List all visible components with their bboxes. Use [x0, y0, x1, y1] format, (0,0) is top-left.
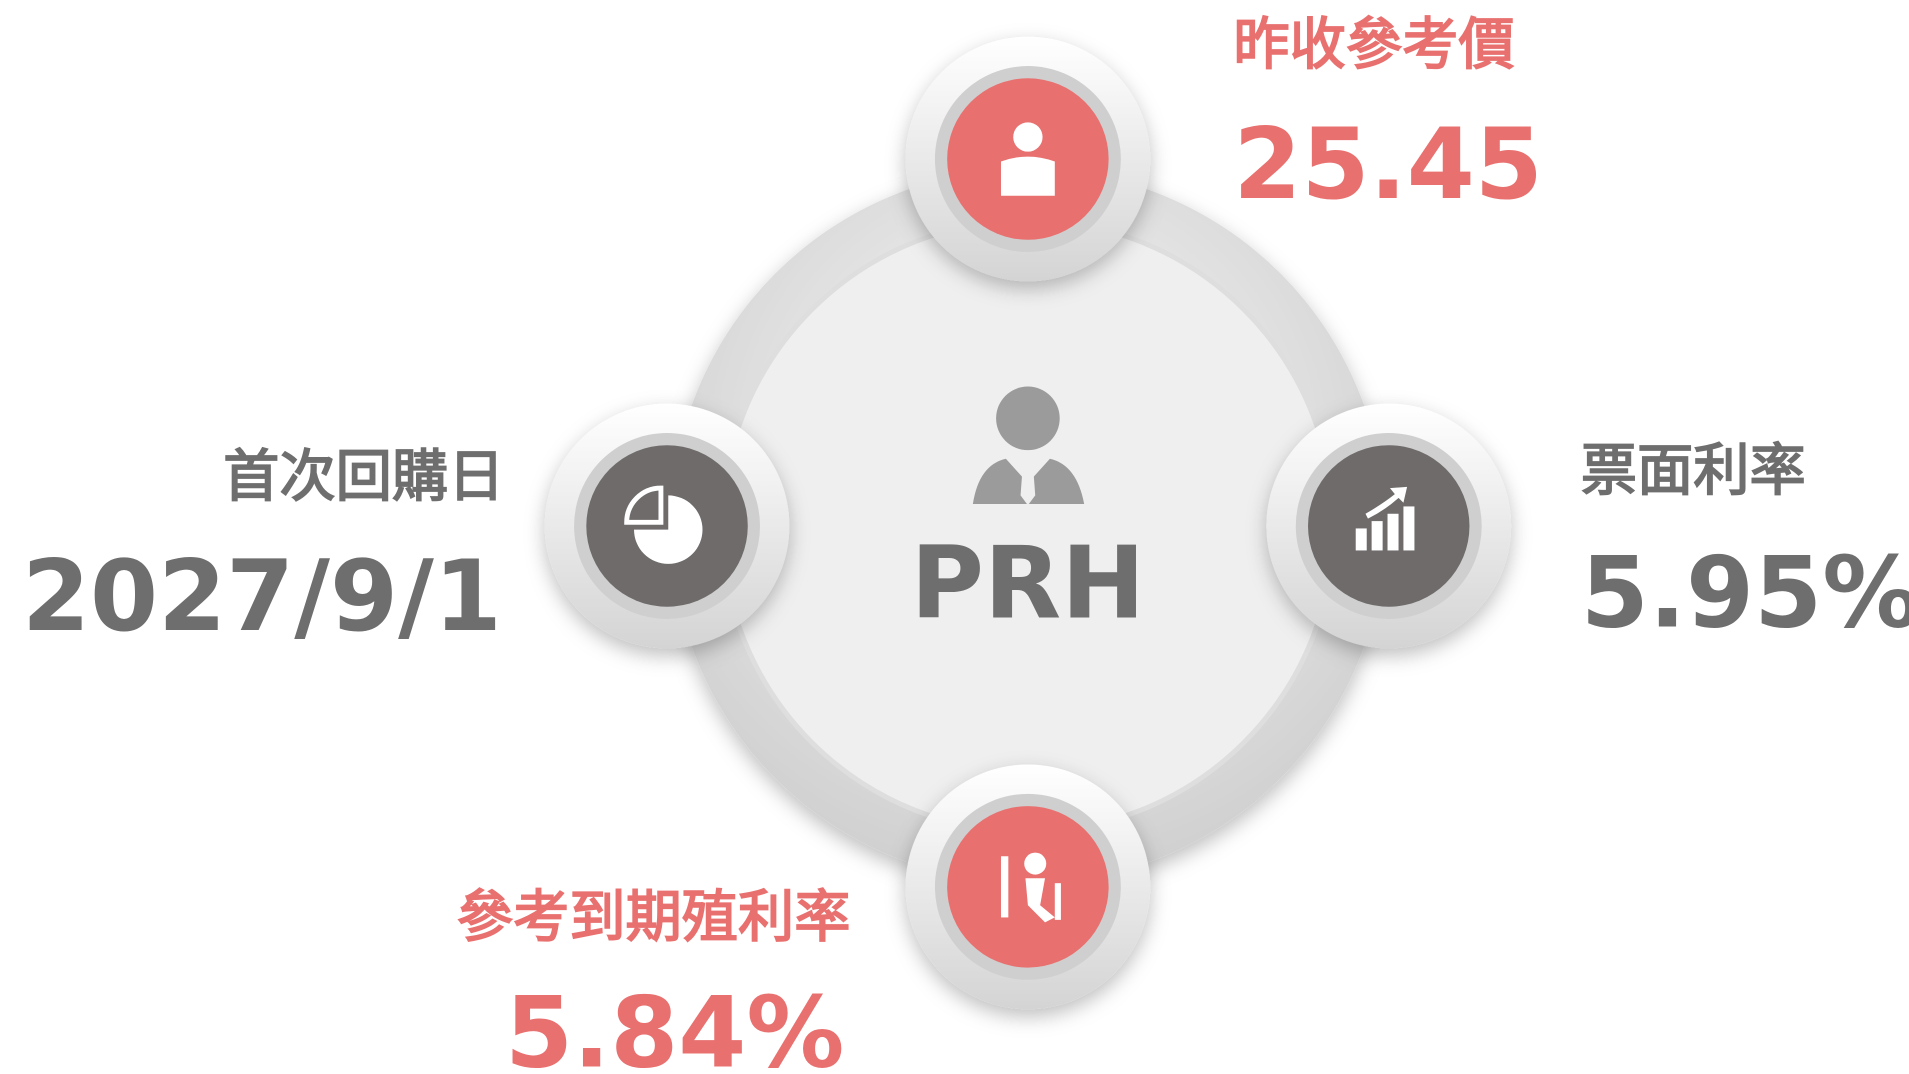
item-label: 昨收參考價 — [1233, 13, 1515, 78]
item-label: 票面利率 — [1581, 438, 1806, 503]
item-value: 25.45 — [1233, 108, 1543, 222]
item-value: 5.95% — [1581, 536, 1909, 650]
center-label: PRH — [911, 525, 1146, 642]
node-right — [1266, 404, 1511, 649]
item-label: 首次回購日 — [223, 444, 504, 509]
item-label: 參考到期殖利率 — [457, 885, 851, 950]
node-top — [906, 37, 1151, 282]
item-value: 2027/9/1 — [22, 540, 502, 654]
item-value: 5.84% — [505, 977, 844, 1074]
node-left — [545, 404, 790, 649]
infographic: PRH 昨收參考價 25.45 票面利率 5.95% 參考到期殖利率 5.84%… — [0, 0, 1909, 1074]
node-bottom — [906, 765, 1151, 1010]
